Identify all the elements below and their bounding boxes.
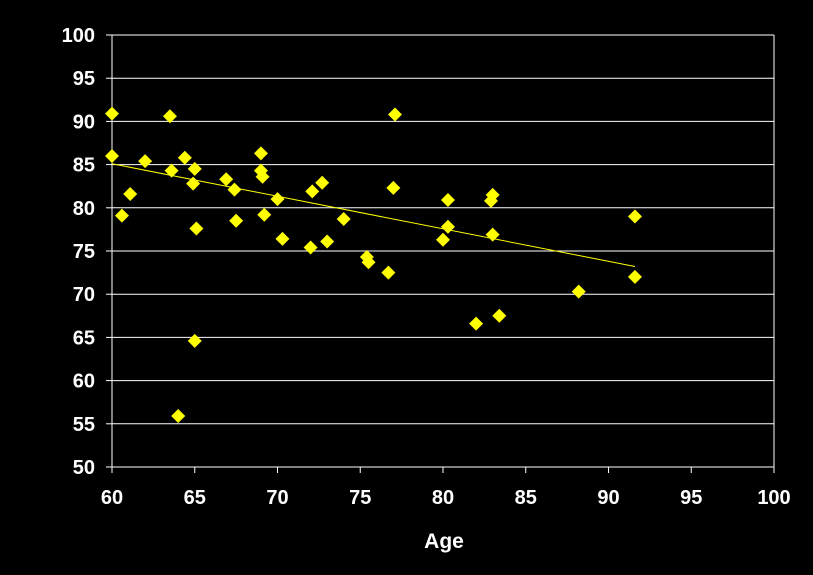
- trendline-group: [111, 163, 636, 268]
- x-tick-label-60: 60: [101, 487, 123, 509]
- data-point-31: [388, 107, 403, 122]
- data-point-37: [485, 187, 500, 202]
- y-tick-label-100: 100: [62, 25, 95, 47]
- data-point-42: [627, 269, 642, 284]
- data-point-14: [227, 182, 242, 197]
- x-tick-label-90: 90: [597, 487, 619, 509]
- data-point-35: [469, 316, 484, 331]
- data-points: [105, 106, 642, 424]
- y-tick-label-55: 55: [73, 414, 95, 436]
- data-point-28: [361, 255, 376, 270]
- data-point-13: [219, 172, 234, 187]
- grid-lines: [112, 34, 774, 425]
- x-tick-label-80: 80: [432, 487, 454, 509]
- data-point-20: [270, 192, 285, 207]
- axes: [106, 34, 775, 473]
- data-point-25: [320, 234, 335, 249]
- data-point-5: [162, 109, 177, 124]
- data-point-24: [315, 175, 330, 190]
- data-point-3: [123, 186, 138, 201]
- data-point-15: [229, 213, 244, 228]
- x-axis-title: Age: [424, 530, 464, 553]
- data-point-2: [114, 208, 129, 223]
- data-point-30: [386, 180, 401, 195]
- y-tick-label-85: 85: [73, 155, 95, 177]
- data-point-39: [492, 308, 507, 323]
- data-point-10: [187, 161, 202, 176]
- data-point-29: [381, 265, 396, 280]
- data-point-9: [186, 176, 201, 191]
- data-point-16: [253, 146, 268, 161]
- trendline: [111, 163, 636, 268]
- data-point-11: [189, 221, 204, 236]
- data-point-6: [164, 163, 179, 178]
- data-point-21: [275, 231, 290, 246]
- data-point-22: [303, 240, 318, 255]
- data-point-33: [440, 193, 455, 208]
- x-tick-labels: 60 65 70 75 80 85 90 95 100: [101, 487, 791, 509]
- data-point-26: [336, 212, 351, 227]
- y-tick-label-70: 70: [73, 284, 95, 306]
- y-tick-label-80: 80: [73, 198, 95, 220]
- y-tick-label-50: 50: [73, 457, 95, 479]
- data-point-38: [485, 227, 500, 242]
- y-tick-label-60: 60: [73, 371, 95, 393]
- y-tick-labels: 50 55 60 65 70 75 80 85 90 95 100: [62, 25, 95, 479]
- y-tick-label-75: 75: [73, 241, 95, 263]
- x-tick-label-65: 65: [184, 487, 206, 509]
- data-point-40: [571, 284, 586, 299]
- x-tick-label-70: 70: [266, 487, 288, 509]
- data-point-23: [305, 184, 320, 199]
- data-point-7: [171, 409, 186, 424]
- y-tick-label-65: 65: [73, 327, 95, 349]
- data-point-8: [177, 150, 192, 165]
- x-tick-label-100: 100: [757, 487, 790, 509]
- data-point-41: [627, 209, 642, 224]
- x-tick-label-75: 75: [349, 487, 371, 509]
- data-point-19: [257, 207, 272, 222]
- y-tick-label-90: 90: [73, 111, 95, 133]
- data-point-4: [138, 154, 153, 169]
- x-tick-label-95: 95: [680, 487, 702, 509]
- data-point-32: [436, 232, 450, 247]
- data-point-1: [105, 148, 119, 163]
- data-point-0: [105, 106, 119, 121]
- data-point-34: [440, 219, 455, 234]
- y-tick-label-95: 95: [73, 68, 95, 90]
- data-point-18: [255, 169, 270, 184]
- x-tick-label-85: 85: [515, 487, 537, 509]
- data-point-12: [187, 333, 202, 348]
